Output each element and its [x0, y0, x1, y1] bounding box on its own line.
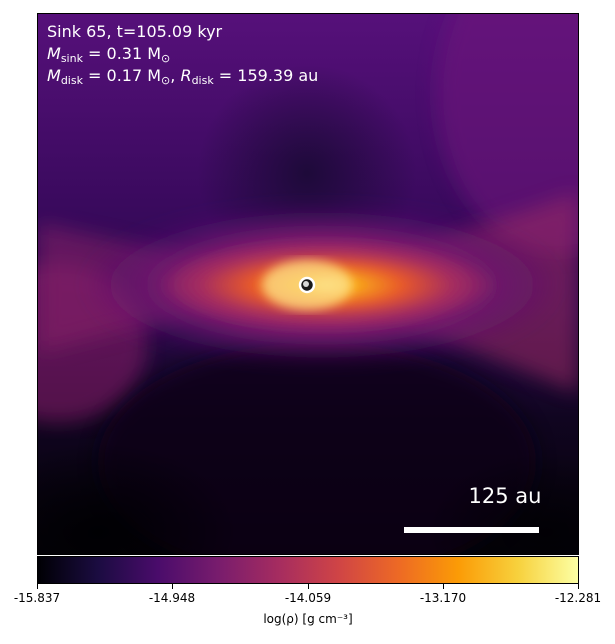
colorbar-tick	[308, 584, 309, 589]
colorbar-tick-label: -12.281	[554, 591, 602, 605]
colorbar-tick	[578, 584, 579, 589]
colorbar-tick	[443, 584, 444, 589]
scale-bar-label: 125 au	[468, 484, 542, 508]
colorbar	[37, 556, 579, 584]
scale-bar	[404, 527, 539, 533]
sink-mass-label: Msink = 0.31 M⊙	[47, 44, 171, 65]
sink-title: Sink 65, t=105.09 kyr	[47, 22, 223, 41]
colorbar-tick-label: -14.948	[148, 591, 196, 605]
colorbar-label: log(ρ) [g cm⁻³]	[263, 612, 353, 626]
colorbar-tick	[37, 584, 38, 589]
density-map-panel: Sink 65, t=105.09 kyr Msink = 0.31 M⊙ Md…	[37, 13, 579, 555]
colorbar-tick-label: -14.059	[284, 591, 332, 605]
density-image	[38, 14, 578, 554]
colorbar-tick-label: -13.170	[419, 591, 467, 605]
colorbar-tick	[172, 584, 173, 589]
colorbar-tick-label: -15.837	[13, 591, 61, 605]
disk-properties-label: Mdisk = 0.17 M⊙, Rdisk = 159.39 au	[47, 66, 319, 87]
